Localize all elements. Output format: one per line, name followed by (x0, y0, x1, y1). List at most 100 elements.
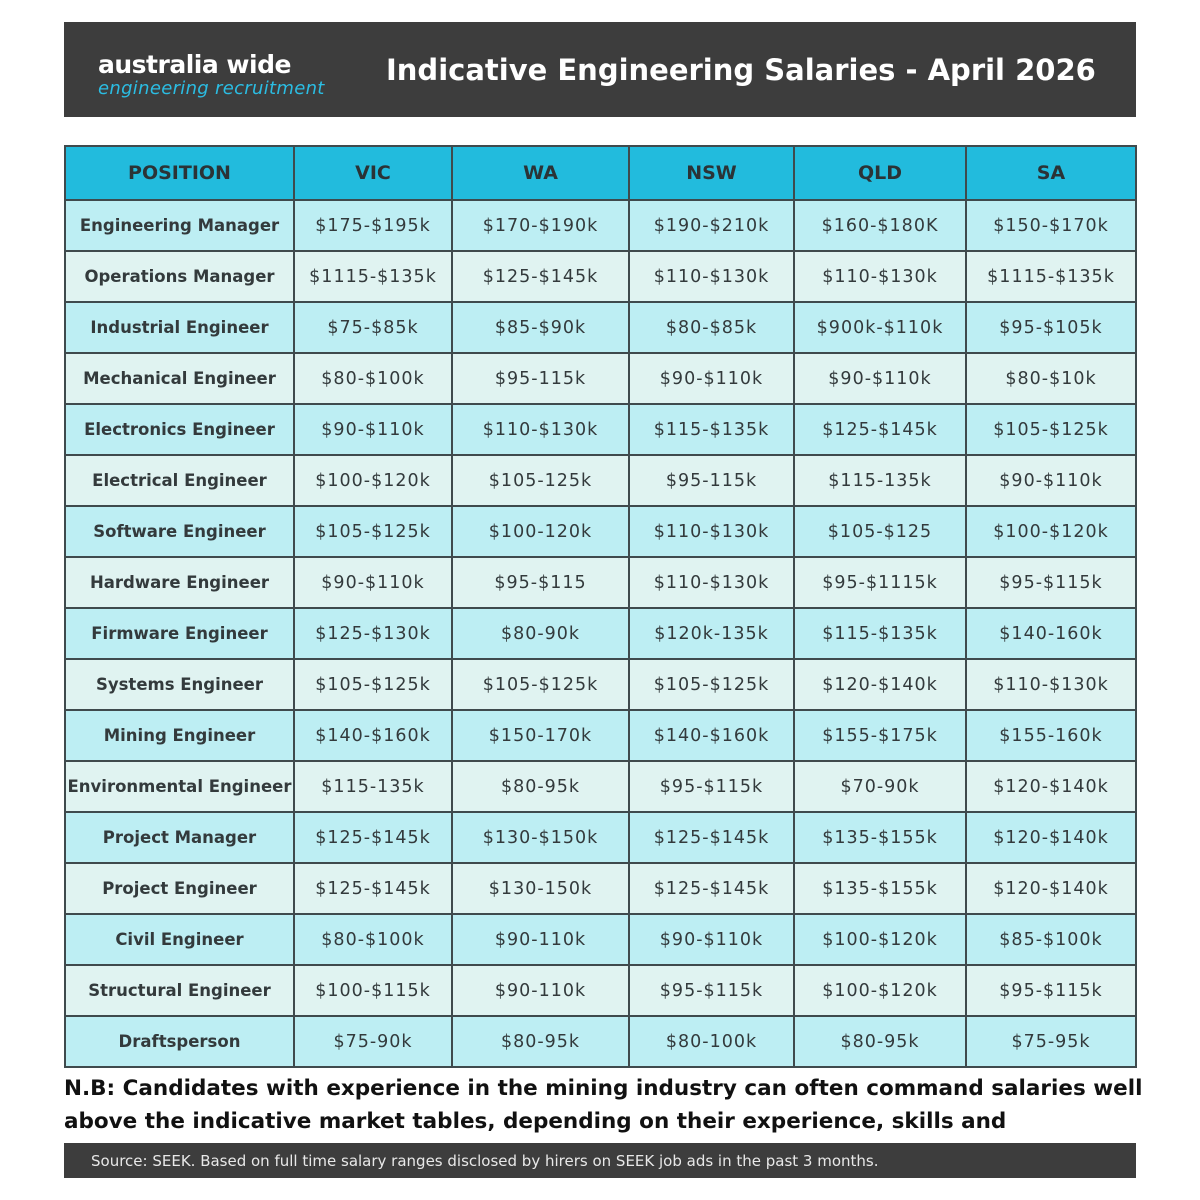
salary-cell-qld: $70-90k (793, 760, 967, 813)
salary-cell-nsw: $190-$210k (628, 199, 795, 252)
table-row: Draftsperson $75-90k $80-95k $80-100k $80-95… (64, 1015, 1137, 1068)
salary-cell-qld: $95-$1115k (793, 556, 967, 609)
header-banner: australia wide engineering recruitment I… (64, 22, 1136, 117)
table-row: Industrial Engineer $75-$85k $85-$90k $80-$… (64, 301, 1137, 354)
table-body: Engineering Manager $175-$195k $170-$190k $… (64, 199, 1137, 1068)
table-row: Mining Engineer $140-$160k $150-170k $140-$… (64, 709, 1137, 762)
salary-cell-nsw: $120k-135k (628, 607, 795, 660)
salary-cell-qld: $160-$180K (793, 199, 967, 252)
salary-cell-vic: $80-$100k (293, 352, 453, 405)
salary-cell-wa: $150-170k (451, 709, 630, 762)
salary-cell-vic: $105-$125k (293, 658, 453, 711)
table-row: Project Manager $125-$145k $130-$150k $125-… (64, 811, 1137, 864)
table-row: Civil Engineer $80-$100k $90-110k $90-$110k… (64, 913, 1137, 966)
position-cell: Firmware Engineer (64, 607, 295, 660)
salary-cell-vic: $75-$85k (293, 301, 453, 354)
salary-cell-sa: $85-$100k (965, 913, 1137, 966)
salary-cell-vic: $115-135k (293, 760, 453, 813)
salary-cell-nsw: $95-115k (628, 454, 795, 507)
salary-cell-nsw: $115-$135k (628, 403, 795, 456)
salary-cell-sa: $140-160k (965, 607, 1137, 660)
table-row: Hardware Engineer $90-$110k $95-$115 $110-$… (64, 556, 1137, 609)
table-row: Project Engineer $125-$145k $130-150k $125-… (64, 862, 1137, 915)
column-header-nsw: NSW (628, 145, 795, 201)
position-cell: Project Manager (64, 811, 295, 864)
table-row: Structural Engineer $100-$115k $90-110k $95… (64, 964, 1137, 1017)
table-row: Electrical Engineer $100-$120k $105-125k $9… (64, 454, 1137, 507)
column-header-wa: WA (451, 145, 630, 201)
salary-cell-sa: $95-$115k (965, 964, 1137, 1017)
position-cell: Mechanical Engineer (64, 352, 295, 405)
salary-cell-wa: $170-$190k (451, 199, 630, 252)
salary-cell-qld: $135-$155k (793, 811, 967, 864)
salary-cell-qld: $80-95k (793, 1015, 967, 1068)
salary-cell-vic: $100-$115k (293, 964, 453, 1017)
position-cell: Engineering Manager (64, 199, 295, 252)
salary-cell-nsw: $110-$130k (628, 556, 795, 609)
salary-cell-vic: $90-$110k (293, 556, 453, 609)
salary-cell-qld: $900k-$110k (793, 301, 967, 354)
salary-cell-sa: $110-$130k (965, 658, 1137, 711)
page-title: Indicative Engineering Salaries - April … (386, 53, 1096, 87)
salary-cell-vic: $125-$130k (293, 607, 453, 660)
salary-cell-sa: $120-$140k (965, 811, 1137, 864)
position-cell: Industrial Engineer (64, 301, 295, 354)
salary-cell-sa: $120-$140k (965, 760, 1137, 813)
position-cell: Electrical Engineer (64, 454, 295, 507)
salary-cell-sa: $120-$140k (965, 862, 1137, 915)
column-header-vic: VIC (293, 145, 453, 201)
column-header-sa: SA (965, 145, 1137, 201)
salary-cell-nsw: $125-$145k (628, 811, 795, 864)
position-cell: Operations Manager (64, 250, 295, 303)
salary-cell-sa: $150-$170k (965, 199, 1137, 252)
salary-cell-wa: $95-115k (451, 352, 630, 405)
salary-cell-sa: $155-160k (965, 709, 1137, 762)
salary-cell-wa: $85-$90k (451, 301, 630, 354)
salary-cell-wa: $80-95k (451, 760, 630, 813)
footnote: N.B: Candidates with experience in the m… (64, 1076, 1143, 1167)
salary-cell-nsw: $95-$115k (628, 964, 795, 1017)
salary-cell-vic: $125-$145k (293, 862, 453, 915)
position-cell: Civil Engineer (64, 913, 295, 966)
salary-cell-qld: $120-$140k (793, 658, 967, 711)
salary-cell-wa: $80-90k (451, 607, 630, 660)
salary-cell-wa: $105-$125k (451, 658, 630, 711)
salary-cell-qld: $90-$110k (793, 352, 967, 405)
salary-cell-vic: $90-$110k (293, 403, 453, 456)
salary-cell-sa: $95-$105k (965, 301, 1137, 354)
salary-cell-nsw: $90-$110k (628, 352, 795, 405)
salary-cell-vic: $140-$160k (293, 709, 453, 762)
salary-cell-qld: $115-135k (793, 454, 967, 507)
salary-cell-sa: $105-$125k (965, 403, 1137, 456)
salary-cell-qld: $105-$125 (793, 505, 967, 558)
salary-cell-wa: $80-95k (451, 1015, 630, 1068)
salary-cell-vic: $175-$195k (293, 199, 453, 252)
salary-cell-qld: $115-$135k (793, 607, 967, 660)
table-row: Mechanical Engineer $80-$100k $95-115k $90-… (64, 352, 1137, 405)
position-cell: Mining Engineer (64, 709, 295, 762)
salary-cell-vic: $100-$120k (293, 454, 453, 507)
table-row: Electronics Engineer $90-$110k $110-$130k $… (64, 403, 1137, 456)
salary-cell-wa: $130-150k (451, 862, 630, 915)
table-row: Operations Manager $1115-$135k $125-$145k $… (64, 250, 1137, 303)
salary-cell-wa: $110-$130k (451, 403, 630, 456)
salary-cell-qld: $155-$175k (793, 709, 967, 762)
salary-cell-nsw: $80-100k (628, 1015, 795, 1068)
position-cell: Draftsperson (64, 1015, 295, 1068)
salary-cell-vic: $75-90k (293, 1015, 453, 1068)
logo-tagline: engineering recruitment (98, 78, 325, 99)
salary-cell-qld: $135-$155k (793, 862, 967, 915)
salary-cell-nsw: $125-$145k (628, 862, 795, 915)
table-row: Firmware Engineer $125-$130k $80-90k $120k-… (64, 607, 1137, 660)
source-text: Source: SEEK. Based on full time salary … (91, 1152, 879, 1170)
salary-cell-nsw: $90-$110k (628, 913, 795, 966)
salary-cell-sa: $75-95k (965, 1015, 1137, 1068)
salary-cell-sa: $80-$10k (965, 352, 1137, 405)
salary-cell-qld: $100-$120k (793, 913, 967, 966)
table-row: Engineering Manager $175-$195k $170-$190k $… (64, 199, 1137, 252)
salary-cell-wa: $130-$150k (451, 811, 630, 864)
salary-cell-nsw: $110-$130k (628, 250, 795, 303)
position-cell: Electronics Engineer (64, 403, 295, 456)
salary-cell-qld: $110-$130k (793, 250, 967, 303)
source-bar: Source: SEEK. Based on full time salary … (64, 1143, 1136, 1178)
